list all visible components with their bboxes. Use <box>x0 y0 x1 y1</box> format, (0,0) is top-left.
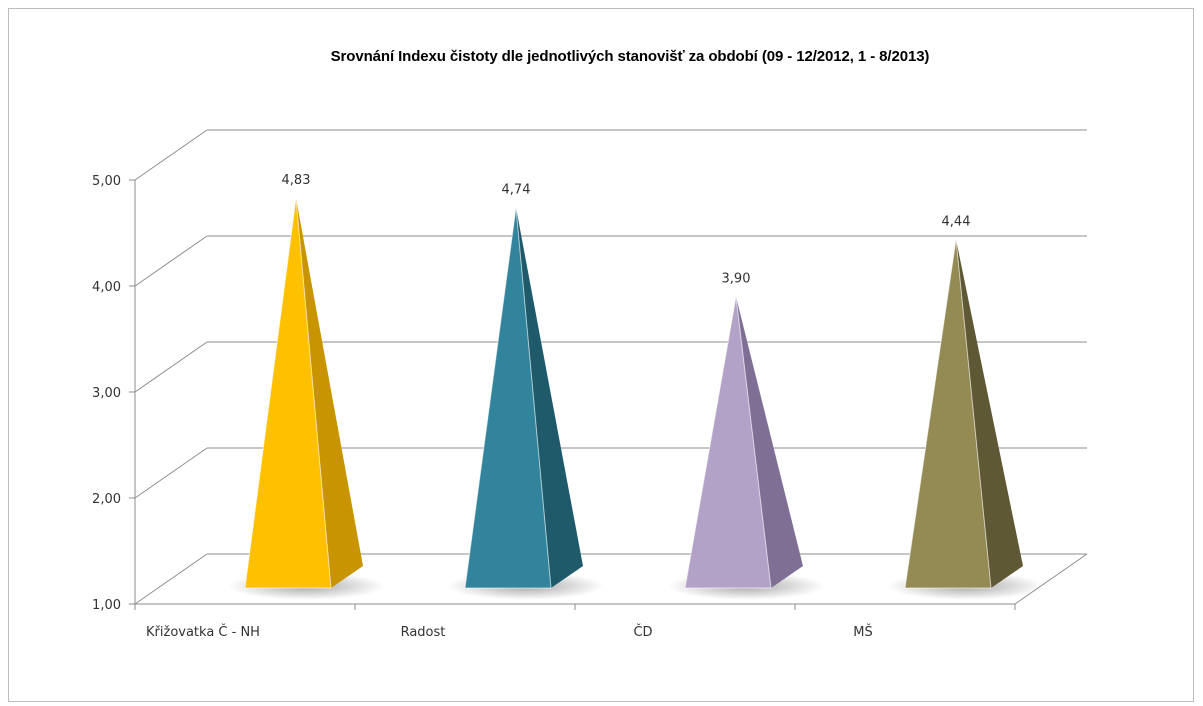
floor-right-edge <box>1014 553 1088 605</box>
data-label: 4,74 <box>502 183 531 198</box>
x-category-label: MŠ <box>853 624 872 640</box>
labels-layer: 4,83 Křižovatka Č - NH 4,74 Radost 3,90 ČD 4,4… <box>146 173 970 640</box>
pyramid-side-face <box>516 207 583 588</box>
gridline-diagonal <box>134 341 208 393</box>
pyramid-front-face <box>244 197 332 589</box>
axis-layer: 1,00 2,00 3,00 4,00 5,00 <box>92 174 1088 613</box>
data-label: 3,90 <box>722 272 751 287</box>
gridline-diagonal <box>134 129 208 181</box>
pyramid-front-face <box>904 239 992 589</box>
y-tick-label: 3,00 <box>92 386 121 401</box>
pyramid-side-face <box>956 239 1023 589</box>
y-tick-label: 5,00 <box>92 174 121 189</box>
pyramid-front-face <box>684 296 772 589</box>
y-tick-label: 4,00 <box>92 280 121 295</box>
x-category-label: Křižovatka Č - NH <box>146 624 260 640</box>
pyramid-front-face <box>464 207 552 589</box>
gridline-diagonal <box>134 447 208 499</box>
gridline-diagonal <box>134 553 208 605</box>
x-category-label: ČD <box>633 624 652 640</box>
y-tick-label: 1,00 <box>92 598 121 613</box>
data-label: 4,44 <box>942 214 971 229</box>
pyramid-side-face <box>296 198 363 588</box>
x-category-label: Radost <box>401 625 446 640</box>
data-label: 4,83 <box>282 173 311 188</box>
chart-title: Srovnání Indexu čistoty dle jednotlivých… <box>330 48 930 65</box>
gridline-diagonal <box>134 235 208 287</box>
bars-layer <box>228 197 1044 600</box>
y-tick-label: 2,00 <box>92 492 121 507</box>
pyramid-side-face <box>736 296 803 588</box>
